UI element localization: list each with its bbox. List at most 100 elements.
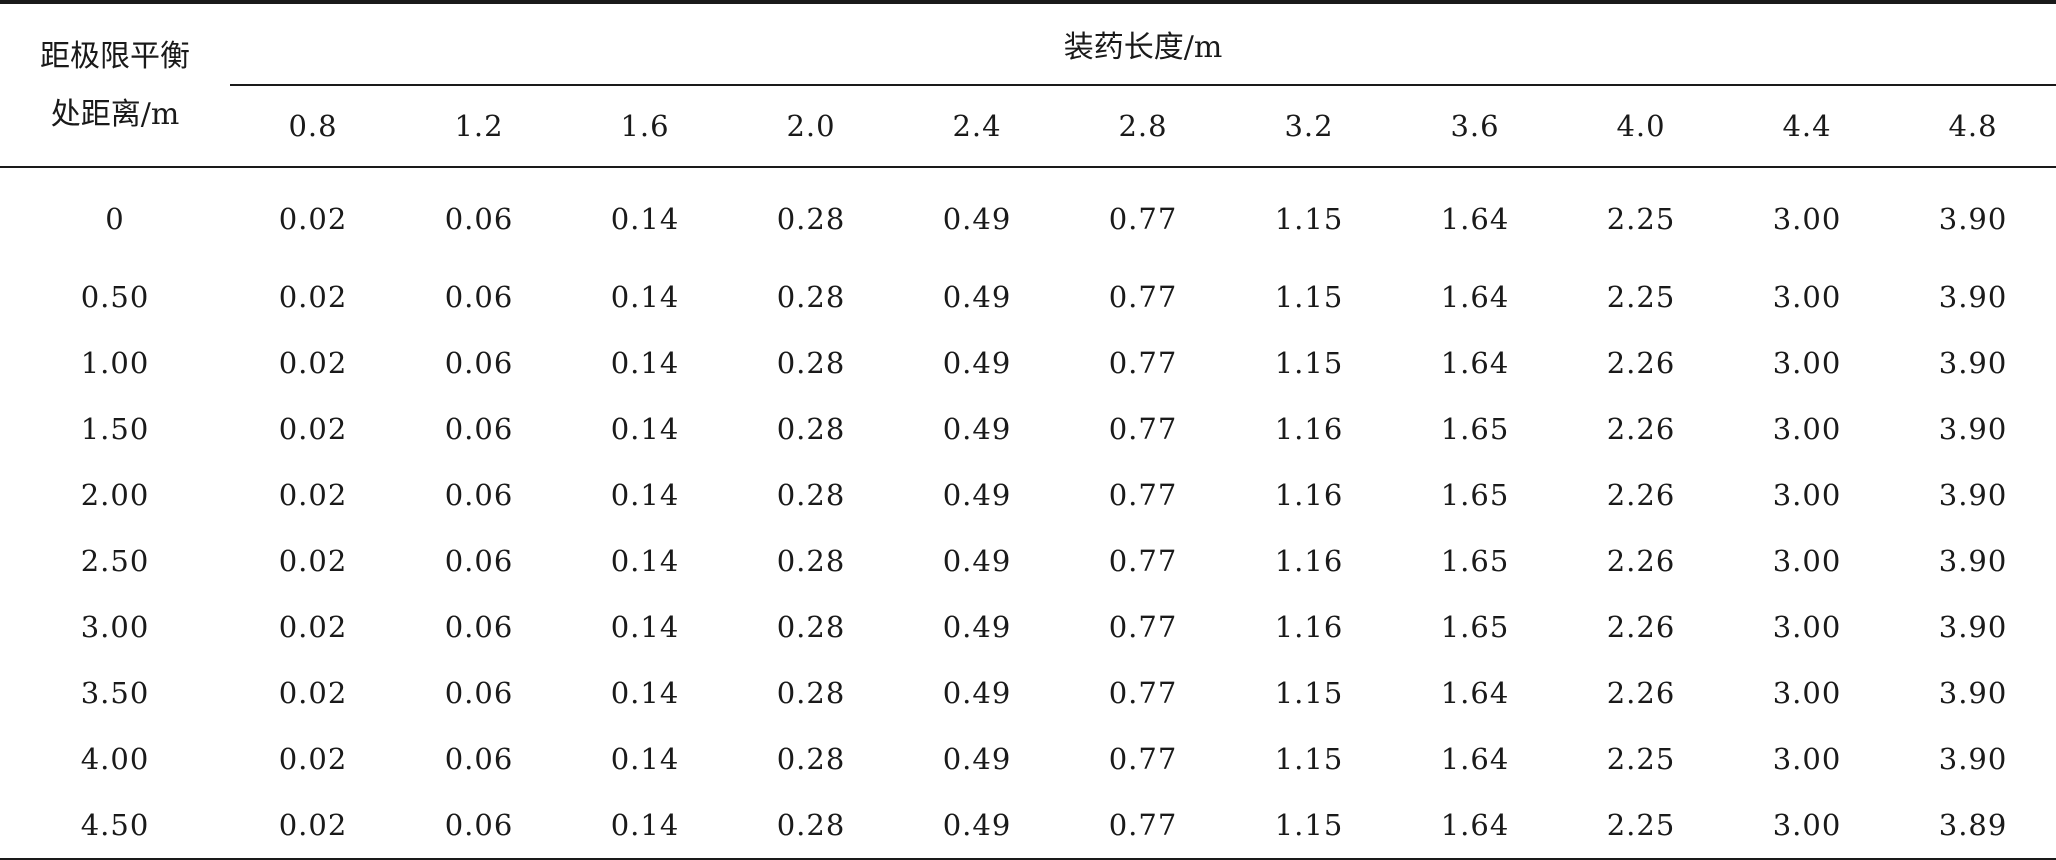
row-label-cell: 0 <box>105 202 125 236</box>
value-cell: 3.00 <box>1772 478 1842 512</box>
value-cell: 0.06 <box>444 610 514 644</box>
value-cell: 0.49 <box>942 742 1012 776</box>
value-cell: 0.28 <box>776 346 846 380</box>
value-cell: 0.49 <box>942 610 1012 644</box>
table-row: 1.00 0.02 0.06 0.14 0.28 0.49 0.77 1.15 1.64 2.26… <box>0 330 2056 396</box>
value-cell: 2.26 <box>1606 346 1676 380</box>
value-cell: 0.02 <box>278 808 348 842</box>
table-row: 2.00 0.02 0.06 0.14 0.28 0.49 0.77 1.16 1.65 2.26… <box>0 462 2056 528</box>
row-label-cell: 4.50 <box>80 808 150 842</box>
group-header: 装药长度/m <box>230 2 2056 86</box>
row-label-cell: 1.00 <box>80 346 150 380</box>
value-cell: 2.26 <box>1606 544 1676 578</box>
value-cell: 3.90 <box>1938 544 2008 578</box>
value-cell: 1.64 <box>1440 346 1510 380</box>
value-cell: 3.90 <box>1938 742 2008 776</box>
value-cell: 0.49 <box>942 346 1012 380</box>
row-header-line-2: 处距离/m <box>50 97 180 132</box>
value-cell: 3.00 <box>1772 544 1842 578</box>
table-row: 2.50 0.02 0.06 0.14 0.28 0.49 0.77 1.16 1.65 2.26… <box>0 528 2056 594</box>
value-cell: 1.65 <box>1440 544 1510 578</box>
value-cell: 0.28 <box>776 742 846 776</box>
value-cell: 0.49 <box>942 478 1012 512</box>
row-label-cell: 4.00 <box>80 742 150 776</box>
value-cell: 1.65 <box>1440 478 1510 512</box>
value-cell: 0.02 <box>278 280 348 314</box>
value-cell: 2.26 <box>1606 676 1676 710</box>
value-cell: 0.06 <box>444 808 514 842</box>
value-cell: 1.15 <box>1274 280 1344 314</box>
row-label-cell: 3.50 <box>80 676 150 710</box>
row-label-cell: 3.00 <box>80 610 150 644</box>
value-cell: 0.06 <box>444 412 514 446</box>
value-cell: 3.90 <box>1938 412 2008 446</box>
value-cell: 0.28 <box>776 610 846 644</box>
value-cell: 0.28 <box>776 544 846 578</box>
value-cell: 3.00 <box>1772 742 1842 776</box>
value-cell: 0.28 <box>776 808 846 842</box>
value-cell: 0.49 <box>942 544 1012 578</box>
table-row: 0 0.02 0.06 0.14 0.28 0.49 0.77 1.15 1.64 2.25 3.0… <box>0 167 2056 264</box>
value-cell: 0.14 <box>610 280 680 314</box>
header-row-columns: 0.8 1.2 1.6 2.0 2.4 2.8 3.2 3.6 4.0 4.4 4.8 <box>0 85 2056 168</box>
table-row: 0.50 0.02 0.06 0.14 0.28 0.49 0.77 1.15 1.64 2.25… <box>0 264 2056 330</box>
value-cell: 2.26 <box>1606 478 1676 512</box>
row-label-cell: 0.50 <box>80 280 150 314</box>
value-cell: 1.15 <box>1274 202 1344 236</box>
value-cell: 0.06 <box>444 280 514 314</box>
value-cell: 1.15 <box>1274 676 1344 710</box>
column-header: 0.8 <box>230 85 396 168</box>
value-cell: 0.02 <box>278 202 348 236</box>
value-cell: 0.49 <box>942 808 1012 842</box>
table-row: 4.00 0.02 0.06 0.14 0.28 0.49 0.77 1.15 1.64 2.25… <box>0 726 2056 792</box>
value-cell: 0.28 <box>776 412 846 446</box>
value-cell: 1.16 <box>1274 412 1344 446</box>
value-cell: 1.15 <box>1274 346 1344 380</box>
value-cell: 0.14 <box>610 478 680 512</box>
table-row: 3.00 0.02 0.06 0.14 0.28 0.49 0.77 1.16 1.65 2.26… <box>0 594 2056 660</box>
value-cell: 0.14 <box>610 202 680 236</box>
column-header: 2.0 <box>728 85 894 168</box>
table-head: 距极限平衡 处距离/m 装药长度/m 0.8 1.2 1.6 2.0 2.4 2.8 3.2… <box>0 2 2056 168</box>
value-cell: 3.90 <box>1938 676 2008 710</box>
value-cell: 0.14 <box>610 544 680 578</box>
row-label-cell: 1.50 <box>80 412 150 446</box>
value-cell: 1.64 <box>1440 202 1510 236</box>
value-cell: 0.77 <box>1108 544 1178 578</box>
value-cell: 0.77 <box>1108 202 1178 236</box>
table-row: 3.50 0.02 0.06 0.14 0.28 0.49 0.77 1.15 1.64 2.26… <box>0 660 2056 726</box>
value-cell: 0.77 <box>1108 478 1178 512</box>
value-cell: 3.00 <box>1772 346 1842 380</box>
value-cell: 2.25 <box>1606 202 1676 236</box>
table-row: 1.50 0.02 0.06 0.14 0.28 0.49 0.77 1.16 1.65 2.26… <box>0 396 2056 462</box>
value-cell: 0.06 <box>444 346 514 380</box>
value-cell: 1.15 <box>1274 742 1344 776</box>
value-cell: 0.77 <box>1108 676 1178 710</box>
column-header: 2.8 <box>1060 85 1226 168</box>
value-cell: 1.16 <box>1274 610 1344 644</box>
value-cell: 3.00 <box>1772 610 1842 644</box>
value-cell: 3.00 <box>1772 808 1842 842</box>
column-header: 4.4 <box>1724 85 1890 168</box>
value-cell: 1.64 <box>1440 676 1510 710</box>
value-cell: 3.90 <box>1938 280 2008 314</box>
value-cell: 0.77 <box>1108 808 1178 842</box>
row-label-cell: 2.00 <box>80 478 150 512</box>
row-header-line-1: 距极限平衡 <box>40 39 190 74</box>
value-cell: 0.77 <box>1108 412 1178 446</box>
value-cell: 0.06 <box>444 202 514 236</box>
value-cell: 1.16 <box>1274 544 1344 578</box>
value-cell: 1.64 <box>1440 808 1510 842</box>
value-cell: 0.28 <box>776 280 846 314</box>
value-cell: 1.64 <box>1440 742 1510 776</box>
value-cell: 0.14 <box>610 412 680 446</box>
value-cell: 1.65 <box>1440 610 1510 644</box>
value-cell: 0.14 <box>610 610 680 644</box>
value-cell: 0.77 <box>1108 346 1178 380</box>
row-label-cell: 2.50 <box>80 544 150 578</box>
value-cell: 0.02 <box>278 478 348 512</box>
value-cell: 3.89 <box>1938 808 2008 842</box>
value-cell: 0.77 <box>1108 610 1178 644</box>
value-cell: 0.49 <box>942 202 1012 236</box>
